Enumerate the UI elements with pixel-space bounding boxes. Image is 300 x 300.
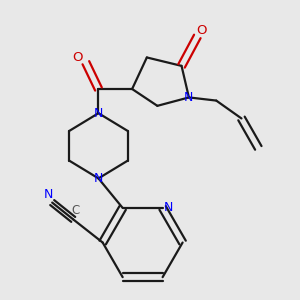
Text: N: N xyxy=(164,201,174,214)
Text: C: C xyxy=(71,205,80,218)
Text: O: O xyxy=(196,24,207,37)
Text: N: N xyxy=(94,172,103,185)
Text: N: N xyxy=(43,188,53,201)
Text: N: N xyxy=(94,107,103,120)
Text: O: O xyxy=(72,51,83,64)
Text: N: N xyxy=(184,91,194,104)
